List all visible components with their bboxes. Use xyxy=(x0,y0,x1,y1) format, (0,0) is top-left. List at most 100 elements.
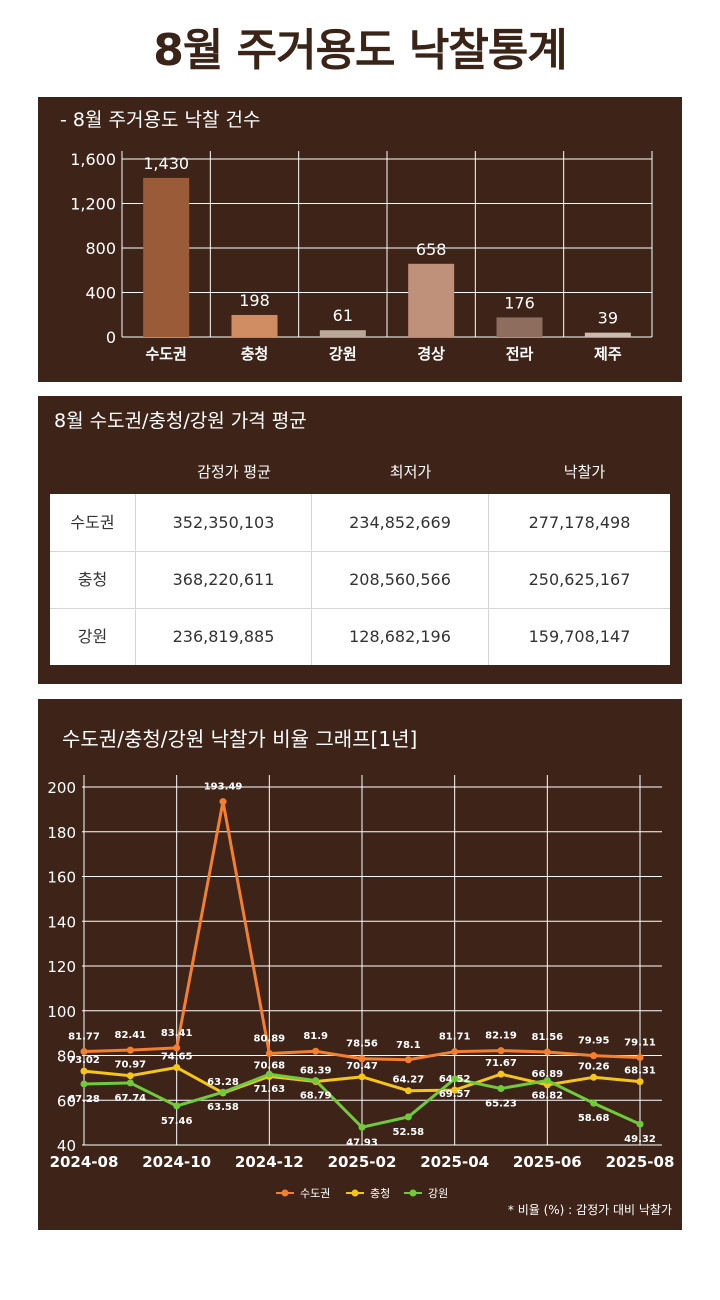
data-point xyxy=(358,1055,366,1063)
x-tick-label: 2025-08 xyxy=(606,1153,675,1171)
data-label: 52.58 xyxy=(393,1127,425,1138)
data-point xyxy=(126,1079,134,1087)
data-point xyxy=(265,1050,273,1058)
data-label: 64.27 xyxy=(393,1075,425,1086)
bar xyxy=(143,177,190,337)
data-point xyxy=(219,798,227,806)
row-region: 수도권 xyxy=(50,494,136,551)
data-point xyxy=(265,1070,273,1078)
data-point xyxy=(636,1053,644,1061)
price-table-panel: 8월 수도권/충청/강원 가격 평균 감정가 평균 최저가 낙찰가 수도권 35… xyxy=(38,396,682,684)
table-cell: 277,178,498 xyxy=(528,513,631,532)
data-label: 81.56 xyxy=(532,1032,564,1043)
table-cell: 234,852,669 xyxy=(312,494,489,551)
data-label: 58.68 xyxy=(578,1113,610,1124)
bar-value-label: 176 xyxy=(504,293,535,312)
table-cell: 159,708,147 xyxy=(528,627,631,646)
line-chart-panel: 수도권/충청/강원 낙찰가 비율 그래프[1년] 40 60 80 100 120 140… xyxy=(38,699,682,1230)
table-row: 수도권 352,350,103 234,852,669 277,178,498 xyxy=(50,494,670,552)
y-tick-label: 40 xyxy=(57,1137,76,1155)
data-point xyxy=(312,1047,320,1055)
line-chart: 40 60 80 100 120 140 160 180 200 2024-08 2024-10 20… xyxy=(47,775,675,1200)
data-label: 71.63 xyxy=(254,1084,286,1095)
x-tick-label: 강원 xyxy=(329,345,357,363)
data-label: 70.26 xyxy=(578,1061,610,1072)
data-point xyxy=(80,1080,88,1088)
y-tick-label: 140 xyxy=(47,913,76,931)
data-label: 63.58 xyxy=(207,1102,239,1113)
data-point xyxy=(404,1056,412,1064)
bar-value-label: 61 xyxy=(333,306,353,325)
data-label: 68.31 xyxy=(624,1066,656,1077)
data-label: 47.93 xyxy=(346,1137,378,1148)
data-label: 82.41 xyxy=(115,1030,147,1041)
row-region: 강원 xyxy=(50,608,136,665)
ratio-note: * 비율 (%) : 감정가 대비 낙찰가 xyxy=(507,1203,672,1217)
data-point xyxy=(451,1075,459,1083)
data-label: 81.71 xyxy=(439,1032,471,1043)
data-point xyxy=(451,1048,459,1056)
data-label: 68.82 xyxy=(532,1091,564,1102)
row-region: 충청 xyxy=(50,551,136,608)
legend-marker xyxy=(409,1189,417,1197)
y-tick-label: 1,600 xyxy=(70,150,116,169)
data-label: 67.28 xyxy=(68,1094,100,1105)
table-cell: 128,682,196 xyxy=(312,608,489,665)
data-label: 80.89 xyxy=(254,1034,286,1045)
data-point xyxy=(543,1048,551,1056)
table-cell: 236,819,885 xyxy=(136,608,312,665)
x-tick-label: 2024-08 xyxy=(50,1153,119,1171)
x-tick-label: 경상 xyxy=(417,345,445,363)
bar-chart: 0 400 800 1,200 1,600 1,430 수도권 198 충청 61 강원 658 경상 1… xyxy=(70,150,653,363)
y-tick-label: 80 xyxy=(57,1048,76,1066)
legend-marker xyxy=(351,1189,359,1197)
data-label: 68.39 xyxy=(300,1065,332,1076)
table-cell: 352,350,103 xyxy=(136,494,312,551)
header-winning-bid: 낙찰가 xyxy=(563,463,606,481)
y-tick-label: 0 xyxy=(106,328,116,347)
data-point xyxy=(219,1088,227,1096)
data-point xyxy=(590,1099,598,1107)
data-label: 68.79 xyxy=(300,1091,332,1102)
data-point xyxy=(404,1087,412,1095)
data-label: 69.57 xyxy=(439,1089,471,1100)
data-point xyxy=(497,1070,505,1078)
table-cell: 368,220,611 xyxy=(136,551,312,608)
data-point xyxy=(358,1073,366,1081)
x-tick-label: 2024-10 xyxy=(142,1153,211,1171)
x-tick-label: 2025-04 xyxy=(420,1153,489,1171)
page-title: 8월 주거용도 낙찰통계 xyxy=(153,25,568,76)
y-tick-label: 1,200 xyxy=(70,195,116,214)
data-label: 82.19 xyxy=(485,1031,517,1042)
legend-marker xyxy=(281,1189,289,1197)
x-tick-label: 수도권 xyxy=(145,345,186,363)
y-tick-label: 120 xyxy=(47,958,76,976)
bar-value-label: 39 xyxy=(598,309,618,328)
data-point xyxy=(590,1052,598,1060)
header-minimum-price: 최저가 xyxy=(389,463,432,481)
data-label: 193.49 xyxy=(204,782,243,793)
legend-label: 수도권 xyxy=(300,1187,330,1200)
bar xyxy=(496,317,543,337)
table-row: 강원 236,819,885 128,682,196 159,708,147 xyxy=(50,608,670,665)
data-point xyxy=(404,1113,412,1121)
bar-value-label: 1,430 xyxy=(143,154,189,173)
data-point xyxy=(358,1123,366,1131)
data-point xyxy=(126,1072,134,1080)
price-table: 수도권 352,350,103 234,852,669 277,178,498 … xyxy=(50,494,670,665)
data-point xyxy=(173,1063,181,1071)
data-label: 81.77 xyxy=(68,1032,100,1043)
y-tick-label: 200 xyxy=(47,779,76,797)
bar-value-label: 658 xyxy=(416,240,447,259)
data-label: 70.68 xyxy=(254,1060,286,1071)
bar xyxy=(584,332,631,337)
data-point xyxy=(80,1067,88,1075)
data-label: 57.46 xyxy=(161,1116,193,1127)
data-point xyxy=(126,1046,134,1054)
data-point xyxy=(590,1073,598,1081)
table-cell: 250,625,167 xyxy=(528,570,631,589)
data-point xyxy=(497,1047,505,1055)
bar-chart-panel: - 8월 주거용도 낙찰 건수 0 400 800 1,200 1,600 1,430 수도… xyxy=(38,97,682,382)
data-label: 70.47 xyxy=(346,1061,378,1072)
x-tick-label: 전라 xyxy=(506,345,534,363)
